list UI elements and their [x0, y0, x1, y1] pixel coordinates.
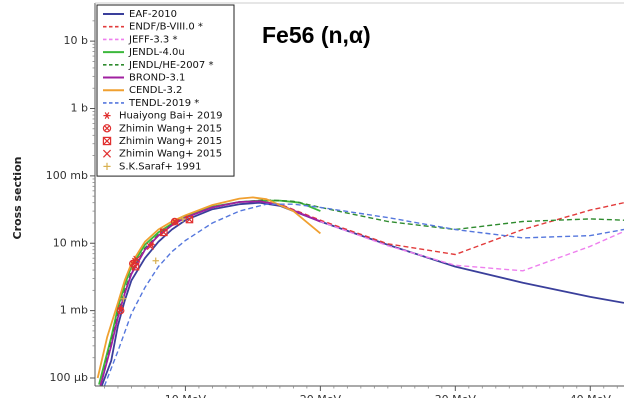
y-tick-label-6: 100 μb: [50, 371, 88, 384]
series-line-8: [103, 203, 624, 386]
x-tick-label-2: 20 MeV: [300, 393, 342, 398]
legend-label-exp-3: Zhimin Wang+ 2015: [119, 136, 222, 147]
exp-point-3-1: [131, 262, 140, 271]
exp-point-3-1-diag-b: [131, 262, 140, 271]
legend-swatch-exp-1-stroke-3: [104, 112, 110, 120]
legend-swatch-exp-2-ring: [102, 124, 112, 133]
exp-point-4-3: [172, 218, 180, 226]
series-line-7: [96, 196, 321, 379]
series-line-2: [99, 200, 624, 386]
exp-point-4-2-diag-b: [146, 242, 154, 250]
series-line-3: [99, 200, 624, 386]
legend-label-line-1: EAF-2010: [129, 9, 177, 20]
curves-layer: [96, 196, 624, 386]
exp-point-4-3-diag-b: [172, 218, 180, 226]
markers-layer: [116, 215, 194, 315]
exp-point-3-3-box: [185, 215, 194, 224]
y-tick-label-4: 10 mb: [53, 236, 88, 249]
legend-label-line-6: BROND-3.1: [129, 73, 185, 84]
exp-point-3-2: [160, 228, 168, 237]
legend-swatch-exp-1: [103, 112, 111, 120]
exp-point-4-1-diag-b: [133, 255, 141, 263]
x-tick-label-4: 40 MeV: [570, 393, 612, 398]
legend-label-line-3: JEFF-3.3 *: [128, 34, 177, 45]
exp-point-2-1: [116, 306, 125, 315]
exp-point-2-1-diag-b: [117, 307, 124, 314]
legend-swatch-exp-2: [102, 124, 112, 133]
legend-swatch-exp-3-box: [102, 136, 112, 146]
legend-swatch-exp-3: [102, 136, 112, 146]
series-line-6: [99, 200, 321, 386]
legend-swatch-exp-5: [103, 162, 111, 170]
axes-layer: 10 MeV 20 MeV 30 MeV 40 MeV 10 b 1 b 100 mb 10 …: [46, 2, 624, 398]
exp-point-3-3: [185, 215, 194, 224]
y-tick-label-1: 10 b: [64, 34, 88, 47]
legend-label-line-8: TENDL-2019 *: [128, 98, 199, 109]
exp-point-4-1: [133, 255, 141, 263]
legend-layer: EAF-2010 ENDF/B-VIII.0 *JEFF-3.3 * JENDL-4…: [96, 4, 235, 177]
y-axis-label: Cross section: [11, 157, 24, 240]
x-tick-label-1: 10 MeV: [165, 393, 207, 398]
legend-label-line-5: JENDL/HE-2007 *: [128, 60, 213, 71]
legend-swatch-exp-2-diag-b: [104, 125, 110, 132]
legend-swatch-exp-4: [102, 149, 112, 158]
exp-point-5-1: [120, 295, 127, 302]
series-line-1: [100, 201, 624, 386]
series-line-5: [99, 199, 624, 386]
exp-point-4-2: [146, 242, 154, 250]
legend-swatch-exp-4-diag-b: [102, 149, 112, 158]
legend-label-exp-1: Huaiyong Bai+ 2019: [119, 111, 222, 122]
legend-label-exp-4: Zhimin Wang+ 2015: [119, 149, 222, 160]
exp-point-2-1-ring: [116, 306, 125, 315]
exp-point-3-2-box: [160, 228, 168, 237]
legend-label-line-7: CENDL-3.2: [129, 85, 182, 96]
legend-label-line-4: JENDL-4.0u: [128, 47, 185, 58]
exp-point-5-3: [179, 215, 186, 223]
exp-point-2-3-ring: [170, 217, 179, 226]
exp-point-3-2-diag-b: [160, 228, 168, 237]
chart-title: Fe56 (n,α): [262, 22, 371, 48]
exp-point-5-2: [152, 257, 159, 264]
y-tick-label-2: 1 b: [71, 102, 88, 115]
exp-point-3-3-diag-b: [185, 215, 194, 224]
legend-label-line-2: ENDF/B-VIII.0 *: [129, 22, 203, 33]
series-line-4: [98, 199, 321, 385]
exp-point-3-1-box: [131, 262, 140, 271]
legend-label-exp-2: Zhimin Wang+ 2015: [119, 123, 222, 134]
legend-label-exp-5: S.K.Saraf+ 1991: [119, 161, 202, 172]
y-tick-label-3: 100 mb: [46, 169, 88, 182]
x-tick-label-3: 30 MeV: [435, 393, 477, 398]
legend-swatch-exp-3-diag-b: [102, 136, 112, 146]
y-tick-label-5: 1 mb: [60, 304, 88, 317]
